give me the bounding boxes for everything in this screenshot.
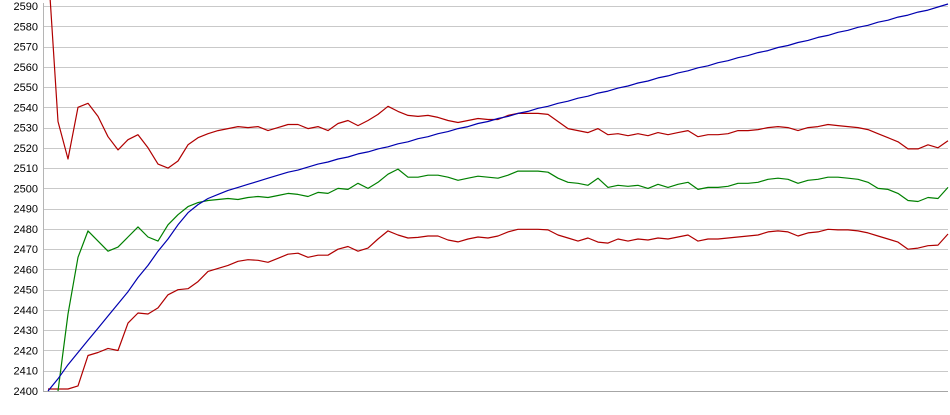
y-axis-label: 2510 (14, 163, 38, 175)
y-axis-label: 2430 (14, 325, 38, 337)
series-red-upper-band (49, 0, 949, 169)
y-axis-label: 2560 (14, 62, 38, 74)
y-axis-label: 2530 (14, 123, 38, 135)
y-axis-label: 2480 (14, 224, 38, 236)
y-axis-label: 2400 (14, 386, 38, 398)
series-red-lower-band (48, 228, 949, 390)
y-axis-label: 2440 (14, 305, 38, 317)
y-axis-label: 2550 (14, 82, 38, 94)
y-axis-label: 2410 (14, 366, 38, 378)
series-green-average (57, 168, 949, 392)
series-blue-trend (47, 3, 949, 392)
y-axis-label: 2490 (14, 204, 38, 216)
y-axis-label: 2590 (14, 1, 38, 13)
y-axis-label: 2580 (14, 21, 38, 33)
y-axis-label: 2450 (14, 285, 38, 297)
y-axis-label: 2420 (14, 345, 38, 357)
y-axis-label: 2540 (14, 102, 38, 114)
y-axis-label: 2570 (14, 42, 38, 54)
y-axis-label: 2520 (14, 143, 38, 155)
y-axis-label: 2500 (14, 183, 38, 195)
y-axis-label: 2470 (14, 244, 38, 256)
y-axis-label: 2460 (14, 264, 38, 276)
